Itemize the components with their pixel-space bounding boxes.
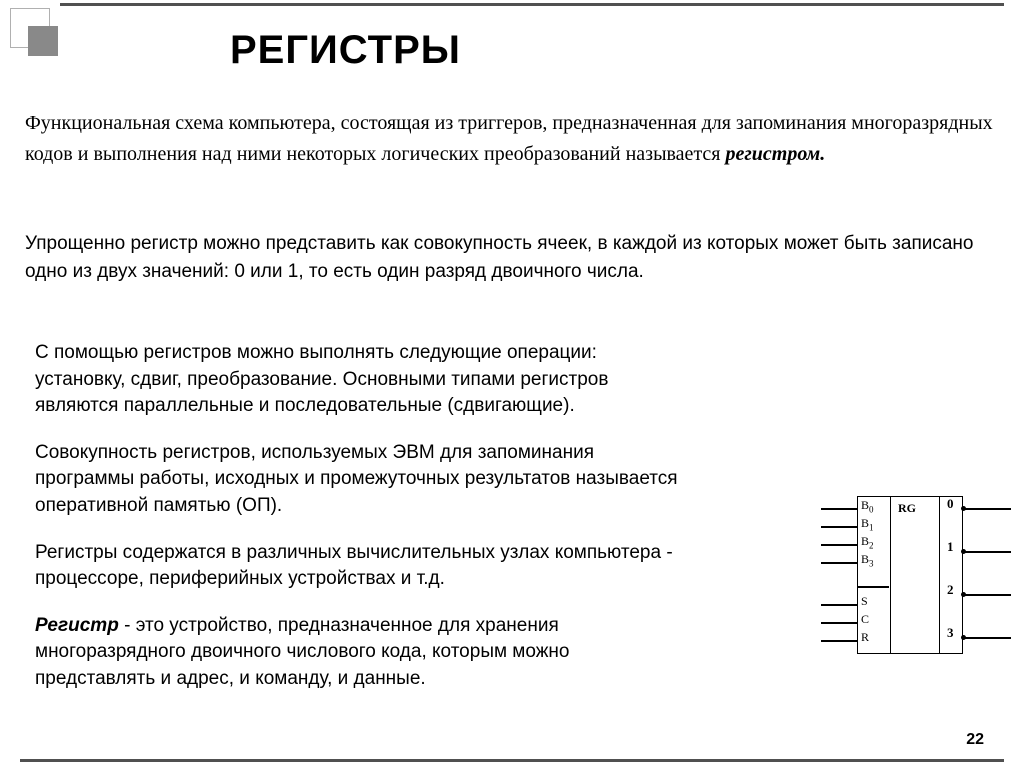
register-schematic: RG B0 B1 B2 B3 SCR 0 1 2 3 [821,496,1006,656]
paragraph-1: Функциональная схема компьютера, состоящ… [25,108,999,170]
input-pin-label: B0 [861,498,874,514]
input-pin-line [821,526,857,528]
input-pin-label: B2 [861,534,874,550]
paragraph-3: С помощью регистров можно выполнять след… [35,340,685,420]
text-block: С помощью регистров можно выполнять след… [35,340,685,713]
input-pin-line [821,508,857,510]
input-pin-label: C [861,612,869,627]
input-pin-line [821,604,857,606]
top-rule [60,3,1004,6]
output-pin-label: 0 [947,496,954,512]
input-pin-line [821,544,857,546]
rg-label: RG [898,501,916,516]
output-pin-line [963,637,1011,639]
output-pin-dot [961,592,966,597]
paragraph-6: Регистр - это устройство, предназначенно… [35,613,685,693]
output-pin-label: 3 [947,625,954,641]
input-pin-line [821,562,857,564]
input-pin-label: B1 [861,516,874,532]
p6-keyword: Регистр [35,615,119,636]
bottom-rule [20,759,1004,762]
input-pin-label: R [861,630,869,645]
output-pin-line [963,551,1011,553]
input-pin-label: S [861,594,868,609]
input-pin-line [821,622,857,624]
output-pin-label: 2 [947,582,954,598]
paragraph-2: Упрощенно регистр можно представить как … [25,230,999,285]
output-pin-line [963,594,1011,596]
p1-keyword: регистром. [726,143,826,165]
output-pin-dot [961,506,966,511]
paragraph-5: Регистры содержатся в различных вычислит… [35,540,685,593]
slide-title: РЕГИСТРЫ [230,28,461,73]
input-group-separator [857,586,889,588]
input-pin-line [821,640,857,642]
output-pin-dot [961,549,966,554]
slide: РЕГИСТРЫ Функциональная схема компьютера… [0,0,1024,767]
output-pin-line [963,508,1011,510]
input-pin-label: B3 [861,552,874,568]
output-pin-label: 1 [947,539,954,555]
page-number: 22 [966,731,984,749]
paragraph-4: Совокупность регистров, используемых ЭВМ… [35,440,685,520]
output-pin-dot [961,635,966,640]
p1-text: Функциональная схема компьютера, состоящ… [25,112,993,165]
